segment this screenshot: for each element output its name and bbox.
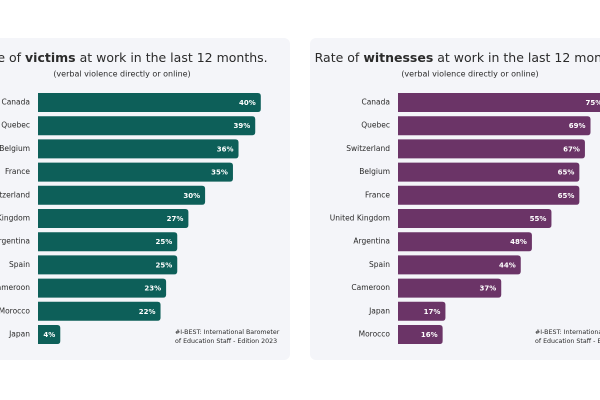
value-label: 65%: [558, 192, 575, 200]
value-label: 37%: [479, 285, 496, 293]
title-part: at work in the last 12 months.: [433, 50, 600, 65]
value-label: 35%: [211, 169, 228, 177]
category-label: Spain: [9, 260, 30, 269]
category-label: Morocco: [0, 306, 30, 315]
category-label: United Kingdom: [0, 214, 30, 223]
chart-title: Rate of victims at work in the last 12 m…: [0, 50, 268, 65]
value-label: 55%: [530, 215, 547, 223]
category-label: Quebec: [1, 121, 30, 130]
bar: [398, 162, 580, 182]
bar: [38, 139, 239, 159]
value-label: 23%: [144, 285, 161, 293]
source-note: #I-BEST: International Barometer: [175, 329, 280, 336]
value-label: 67%: [563, 145, 580, 153]
category-label: Spain: [369, 260, 390, 269]
category-label: Japan: [368, 306, 390, 315]
category-label: Argentina: [0, 237, 30, 246]
title-part: Rate of: [0, 50, 25, 65]
value-label: 30%: [183, 192, 200, 200]
bar: [38, 232, 178, 252]
category-label: Belgium: [0, 144, 30, 153]
title-part: Rate of: [315, 50, 364, 65]
value-label: 75%: [585, 99, 600, 107]
category-label: Canada: [1, 98, 30, 107]
category-label: Belgium: [359, 167, 390, 176]
category-label: Argentina: [353, 237, 390, 246]
category-label: Canada: [361, 98, 390, 107]
value-label: 25%: [155, 261, 172, 269]
category-label: Switzerland: [346, 144, 390, 153]
source-note: of Education Staff - Edition 2023: [535, 338, 600, 345]
bar: [398, 139, 585, 159]
bar: [398, 301, 446, 321]
bar: [38, 209, 189, 228]
bar: [38, 255, 178, 275]
bar: [398, 93, 600, 112]
value-label: 22%: [139, 308, 156, 316]
bar: [398, 325, 443, 344]
value-label: 48%: [510, 238, 527, 246]
value-label: 69%: [569, 122, 586, 130]
bar: [38, 278, 167, 298]
bar: [398, 278, 502, 298]
title-part: victims: [25, 50, 76, 65]
value-label: 27%: [167, 215, 184, 223]
chart-title: Rate of witnesses at work in the last 12…: [315, 50, 600, 65]
value-label: 25%: [155, 238, 172, 246]
category-label: France: [5, 167, 30, 176]
source-note: of Education Staff - Edition 2023: [175, 338, 277, 345]
bar: [398, 209, 552, 228]
value-label: 4%: [43, 331, 55, 339]
value-label: 65%: [558, 169, 575, 177]
title-part: at work in the last 12 months.: [76, 50, 268, 65]
value-label: 36%: [217, 145, 234, 153]
value-label: 16%: [421, 331, 438, 339]
category-label: Cameroon: [0, 283, 30, 292]
category-label: Japan: [8, 330, 30, 339]
category-label: Morocco: [359, 330, 391, 339]
value-label: 17%: [424, 308, 441, 316]
bar: [398, 116, 591, 136]
chart-subtitle: (verbal violence directly or online): [401, 70, 538, 79]
bar: [398, 232, 532, 252]
bar: [38, 325, 61, 344]
category-label: United Kingdom: [330, 214, 390, 223]
bar: [38, 185, 206, 205]
category-label: France: [365, 190, 390, 199]
bar: [38, 162, 233, 182]
category-label: Quebec: [361, 121, 390, 130]
title-part: witnesses: [363, 50, 433, 65]
bar: [398, 185, 580, 205]
category-label: Switzerland: [0, 190, 30, 199]
value-label: 44%: [499, 261, 516, 269]
bar: [398, 255, 521, 275]
value-label: 40%: [239, 99, 256, 107]
value-label: 39%: [233, 122, 250, 130]
bar: [38, 301, 161, 321]
chart-subtitle: (verbal violence directly or online): [53, 70, 190, 79]
bar: [38, 93, 261, 112]
bar: [38, 116, 256, 136]
source-note: #I-BEST: International Barometer: [535, 329, 600, 336]
category-label: Cameroon: [351, 283, 390, 292]
